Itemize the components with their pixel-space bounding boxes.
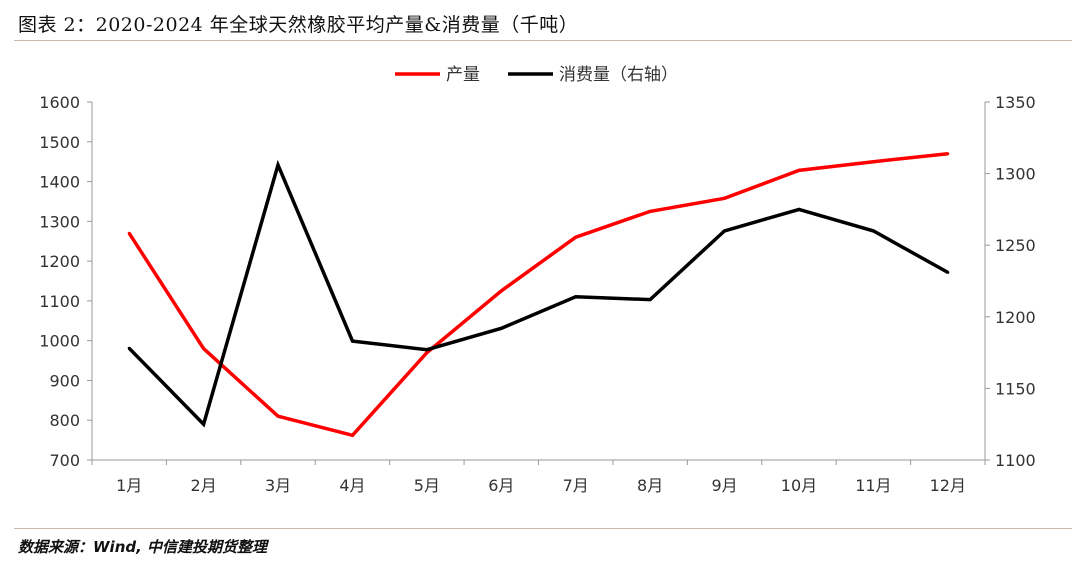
left-tick-label: 1100 [39, 292, 80, 311]
right-tick-label: 1200 [995, 308, 1036, 327]
x-tick-label: 3月 [265, 476, 291, 495]
x-tick-label: 4月 [339, 476, 365, 495]
series-1-point [350, 339, 354, 343]
series-0-point [574, 235, 578, 239]
x-tick-label: 2月 [191, 476, 217, 495]
series-1-point [202, 422, 206, 426]
series-0-point [350, 433, 354, 437]
right-tick-label: 1300 [995, 165, 1036, 184]
left-tick-label: 1500 [39, 133, 80, 152]
x-tick-label: 5月 [414, 476, 440, 495]
title-divider [14, 40, 1072, 41]
legend-label-0: 产量 [446, 65, 480, 85]
left-tick-label: 1000 [39, 332, 80, 351]
series-1-point [127, 346, 131, 350]
series-1-point [425, 348, 429, 352]
series-1-point [276, 163, 280, 167]
left-tick-label: 1600 [39, 93, 80, 112]
series-1-point [648, 298, 652, 302]
figure-title: 图表 2：2020-2024 年全球天然橡胶平均产量&消费量（千吨） [18, 14, 579, 36]
series-0-point [425, 351, 429, 355]
x-tick-label: 11月 [855, 476, 891, 495]
series-1-point [574, 295, 578, 299]
left-tick-label: 900 [49, 371, 80, 390]
series-line-0 [127, 151, 948, 438]
legend-label-1: 消费量（右轴） [559, 65, 678, 85]
series-1-point [797, 207, 801, 211]
series-0-point [946, 152, 950, 156]
left-tick-label: 1200 [39, 252, 80, 271]
series-line-1 [127, 159, 949, 428]
left-tick-label: 800 [49, 411, 80, 430]
right-tick-label: 1100 [995, 451, 1036, 470]
chart-legend: 产量 消费量（右轴） [395, 65, 678, 85]
series-1-point [871, 229, 875, 233]
right-tick-label: 1150 [995, 379, 1036, 398]
right-tick-label: 1250 [995, 236, 1036, 255]
x-tick-label: 1月 [116, 476, 142, 495]
series-1-point [946, 270, 950, 274]
x-tick-label: 7月 [563, 476, 589, 495]
series-0-point [723, 196, 727, 200]
series-0-point [127, 231, 131, 235]
chart-series [127, 151, 950, 438]
series-1-point [499, 326, 503, 330]
x-tick-label: 9月 [711, 476, 737, 495]
left-tick-label: 1300 [39, 212, 80, 231]
source-note: 数据来源：Wind, 中信建投期货整理 [18, 538, 268, 556]
series-0-point [202, 347, 206, 351]
x-tick-label: 6月 [488, 476, 514, 495]
series-0-point [499, 289, 503, 293]
x-tick-label: 12月 [930, 476, 966, 495]
left-tick-label: 1400 [39, 173, 80, 192]
series-0-point [648, 209, 652, 213]
x-tick-label: 8月 [637, 476, 663, 495]
series-0-point [797, 168, 801, 172]
x-tick-label: 10月 [781, 476, 817, 495]
series-0-point [276, 414, 280, 418]
left-tick-label: 700 [49, 451, 80, 470]
chart-axes: 700 800 900 1000 1100 1200 1300 1400 1500 1600 110… [39, 93, 1035, 495]
right-tick-label: 1350 [995, 93, 1036, 112]
series-0-point [871, 160, 875, 164]
source-divider [14, 528, 1072, 529]
series-1-point [723, 229, 727, 233]
